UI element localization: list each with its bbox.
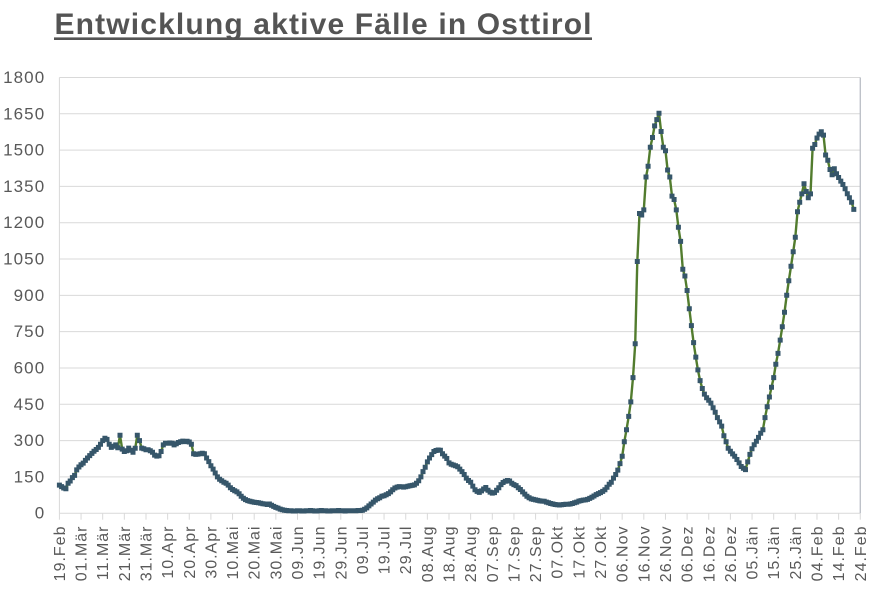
svg-text:1650: 1650 [3,104,45,123]
svg-text:14.Feb: 14.Feb [831,526,848,582]
svg-text:600: 600 [14,359,46,378]
svg-text:20.Apr: 20.Apr [182,526,199,579]
svg-text:750: 750 [14,322,46,341]
svg-text:16.Dez: 16.Dez [701,526,718,583]
svg-text:27.Sep: 27.Sep [528,526,545,583]
svg-text:10.Mai: 10.Mai [225,526,242,580]
svg-text:19.Jul: 19.Jul [377,526,394,575]
svg-text:21.Mär: 21.Mär [117,526,134,582]
svg-text:08.Aug: 08.Aug [420,526,437,583]
svg-text:06.Nov: 06.Nov [615,526,632,583]
svg-text:10.Apr: 10.Apr [160,526,177,579]
svg-text:15.Jän: 15.Jän [766,526,783,580]
svg-text:30.Mai: 30.Mai [268,526,285,580]
svg-text:31.Mär: 31.Mär [138,526,155,582]
svg-text:29.Jul: 29.Jul [398,526,415,575]
svg-text:06.Dez: 06.Dez [680,526,697,583]
svg-text:17.Okt: 17.Okt [571,526,588,579]
svg-text:900: 900 [14,286,46,305]
svg-text:30.Apr: 30.Apr [203,526,220,579]
svg-text:26.Dez: 26.Dez [723,526,740,583]
svg-text:29.Jun: 29.Jun [333,526,350,580]
svg-text:24.Feb: 24.Feb [853,526,870,582]
svg-text:1800: 1800 [3,68,45,87]
svg-text:11.Mär: 11.Mär [95,526,112,581]
svg-text:19.Feb: 19.Feb [52,526,69,582]
svg-text:01.Mär: 01.Mär [74,526,91,582]
svg-text:26.Nov: 26.Nov [658,526,675,583]
svg-text:05.Jän: 05.Jän [745,526,762,580]
svg-text:17.Sep: 17.Sep [506,526,523,583]
svg-text:1050: 1050 [3,250,45,269]
svg-text:19.Jun: 19.Jun [312,526,329,580]
svg-text:28.Aug: 28.Aug [463,526,480,583]
svg-text:0: 0 [35,504,46,523]
svg-text:450: 450 [14,395,46,414]
svg-text:25.Jän: 25.Jän [788,526,805,580]
svg-text:20.Mai: 20.Mai [247,526,264,580]
svg-text:18.Aug: 18.Aug [442,526,459,583]
svg-text:Entwicklung aktive Fälle in Os: Entwicklung aktive Fälle in Osttirol [55,8,593,41]
svg-text:04.Feb: 04.Feb [809,526,826,582]
svg-text:27.Okt: 27.Okt [593,526,610,579]
svg-text:150: 150 [14,467,46,486]
svg-text:09.Jun: 09.Jun [290,526,307,580]
svg-text:16.Nov: 16.Nov [636,526,653,583]
svg-text:07.Sep: 07.Sep [485,526,502,583]
svg-text:09.Jul: 09.Jul [355,526,372,575]
svg-text:1350: 1350 [3,177,45,196]
svg-text:300: 300 [14,431,46,450]
svg-text:1200: 1200 [3,213,45,232]
svg-text:07.Okt: 07.Okt [550,526,567,579]
svg-text:1500: 1500 [3,141,45,160]
